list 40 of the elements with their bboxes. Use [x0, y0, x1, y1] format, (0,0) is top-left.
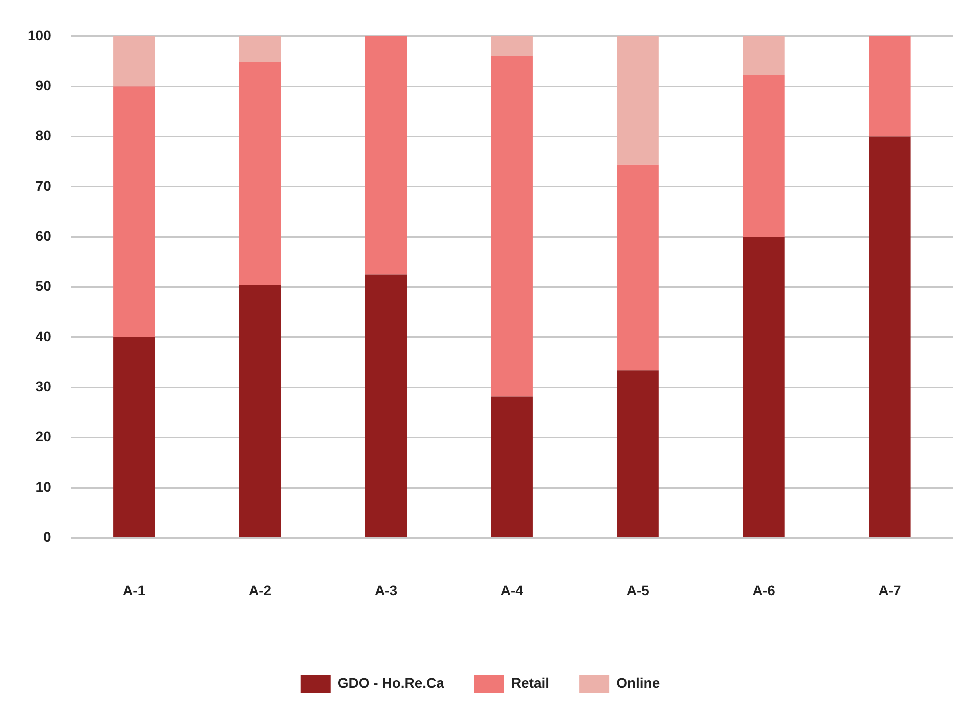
x-tick-label: A-4 [500, 582, 524, 598]
bar [743, 237, 785, 538]
bar [617, 370, 659, 538]
bar [365, 36, 408, 275]
legend-label: Online [616, 674, 660, 691]
y-tick-label: 70 [36, 178, 52, 194]
x-tick-label: A-2 [249, 582, 272, 598]
bar [491, 36, 533, 56]
y-tick-label: 20 [36, 428, 52, 445]
bar [114, 36, 156, 87]
x-tick-label: A-1 [123, 582, 146, 598]
x-tick-label: A-3 [374, 582, 398, 598]
y-tick-label: 10 [36, 478, 52, 495]
x-tick-label: A-7 [878, 582, 902, 598]
y-tick-label: 30 [36, 378, 52, 395]
bar [743, 75, 785, 238]
bar [365, 274, 408, 538]
bar [617, 36, 659, 165]
legend-label: Retail [511, 674, 550, 691]
y-tick-label: 80 [36, 128, 52, 144]
y-tick-label: 90 [36, 77, 52, 94]
bar [491, 396, 533, 538]
bar [240, 285, 282, 538]
legend-label: GDO - Ho.Re.Ca [338, 674, 445, 691]
x-tick-label: A-6 [752, 582, 776, 598]
bar [869, 136, 911, 538]
bar [114, 337, 156, 538]
y-tick-label: 0 [44, 529, 52, 546]
y-tick-label: 50 [36, 278, 52, 294]
y-tick-label: 40 [36, 328, 52, 344]
bar [240, 36, 282, 62]
bar [491, 56, 533, 397]
bar [617, 164, 659, 371]
bar [114, 86, 156, 338]
y-tick-label: 100 [28, 27, 52, 44]
bar [869, 36, 911, 137]
y-tick-label: 60 [36, 228, 52, 244]
x-tick-label: A-5 [626, 582, 650, 598]
bar [743, 36, 785, 76]
bar [240, 62, 282, 286]
